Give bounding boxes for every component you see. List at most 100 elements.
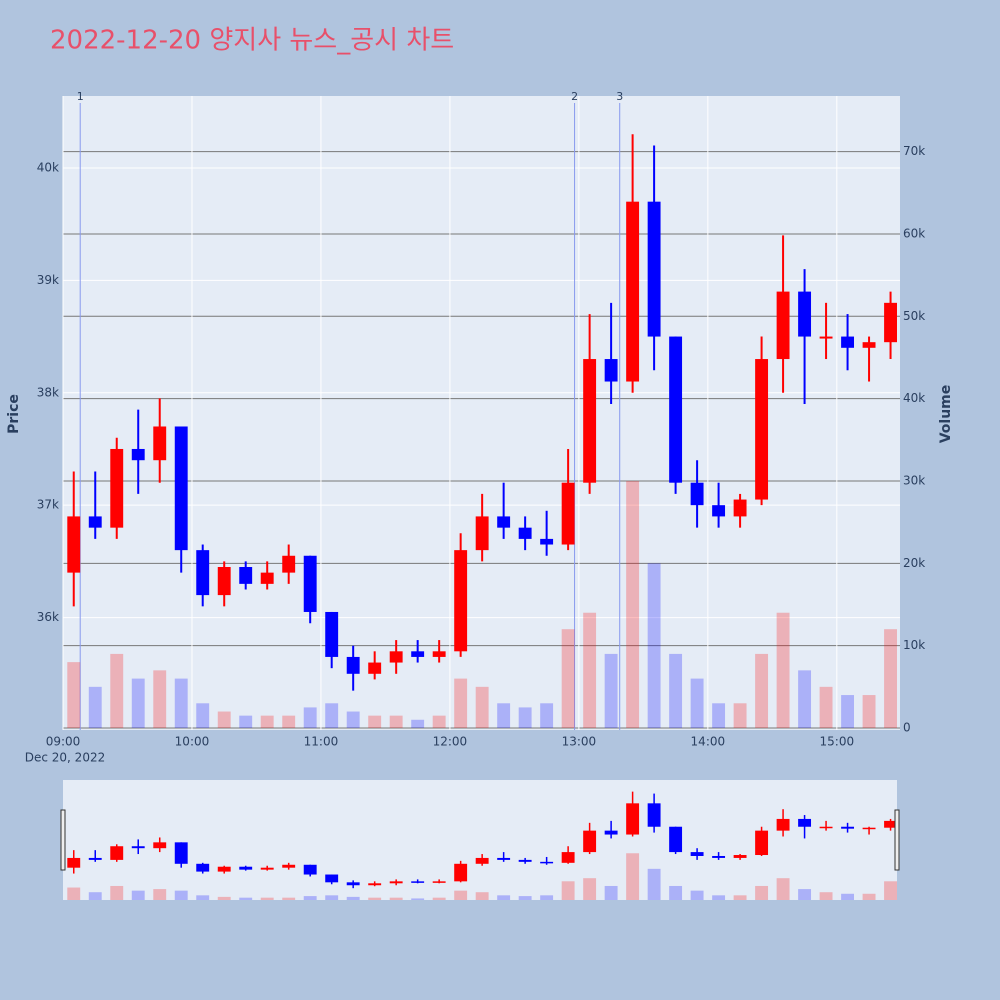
candle-body <box>561 482 575 545</box>
slider-volume <box>110 885 124 900</box>
candle-body <box>647 201 661 337</box>
volume-bar <box>432 715 446 728</box>
volume-bar <box>884 629 897 728</box>
volume-bar <box>712 703 726 728</box>
volume-bar <box>153 670 167 728</box>
slider-volume <box>282 897 296 900</box>
slider-volume <box>454 890 468 900</box>
slider-body <box>368 883 382 886</box>
volume-bar <box>518 707 532 728</box>
candle-body <box>475 516 489 551</box>
candle-body <box>626 201 640 382</box>
volume-bar <box>411 719 425 728</box>
slider-body <box>862 827 876 830</box>
volume-bar <box>239 715 253 728</box>
slider-body <box>260 867 274 870</box>
volume-bar <box>626 480 640 728</box>
slider-handle[interactable] <box>60 809 66 871</box>
slider-body <box>884 820 897 828</box>
candle-body <box>583 359 597 483</box>
candle-body <box>282 555 296 573</box>
slider-body <box>432 881 446 883</box>
candle-body <box>239 567 253 584</box>
volume-bar <box>196 703 210 728</box>
y2-tick-label: 0 <box>903 721 911 735</box>
y-tick-label: 37k <box>37 498 59 512</box>
slider-volume <box>475 892 489 900</box>
volume-bar <box>389 715 403 728</box>
candle-body <box>368 662 382 674</box>
range-slider[interactable] <box>63 780 897 900</box>
slider-body <box>755 830 769 856</box>
candle-body <box>755 359 769 500</box>
volume-bar <box>174 678 188 728</box>
chart-title: 2022-12-20 양지사 뉴스_공시 차트 <box>50 26 454 56</box>
slider-body <box>690 852 704 856</box>
candle-body <box>497 516 511 528</box>
candle-body <box>669 336 683 483</box>
y-tick-label: 36k <box>37 610 59 624</box>
candle-body <box>518 527 532 539</box>
volume-bar <box>862 695 876 728</box>
x-tick-label: 10:00 <box>175 735 210 749</box>
slider-volume <box>819 892 833 900</box>
volume-bar <box>475 686 489 728</box>
slider-volume <box>712 895 726 900</box>
slider-volume <box>411 898 425 900</box>
candle-body <box>389 651 403 663</box>
slider-body <box>626 803 640 835</box>
slider-volume <box>260 897 274 900</box>
volume-bar <box>647 563 661 728</box>
slider-volume <box>131 890 145 900</box>
slider-volume <box>325 895 339 900</box>
slider-body <box>303 864 317 875</box>
slider-body <box>583 830 597 853</box>
x-tick-label: 12:00 <box>433 735 468 749</box>
candle-body <box>712 505 726 517</box>
candle-body <box>67 516 81 573</box>
volume-bar <box>669 653 683 728</box>
volume-bar <box>540 703 554 728</box>
x-tick-label: 09:00 <box>46 735 81 749</box>
annotation-label: 3 <box>616 90 623 103</box>
slider-body <box>518 859 532 862</box>
slider-volume <box>174 890 188 900</box>
slider-volume <box>389 897 403 900</box>
volume-bar <box>604 653 618 728</box>
candle-body <box>862 342 876 348</box>
slider-body <box>389 881 403 884</box>
volume-bar <box>217 711 231 728</box>
slider-volume <box>862 893 876 900</box>
volume-bar <box>733 703 747 728</box>
slider-body <box>67 857 81 868</box>
volume-bar <box>454 678 468 728</box>
slider-volume <box>518 896 532 900</box>
slider-volume <box>755 885 769 900</box>
candle-body <box>798 291 812 337</box>
slider-body <box>647 803 661 827</box>
slider-volume <box>67 887 81 900</box>
volume-bar <box>110 653 124 728</box>
volume-bar <box>690 678 704 728</box>
slider-volume <box>841 893 855 900</box>
candle-body <box>841 336 855 348</box>
candle-body <box>776 291 790 360</box>
volume-bar <box>776 612 790 728</box>
y-axis-label: Price <box>6 394 22 434</box>
candle-body <box>819 336 833 339</box>
candle-body <box>217 567 231 596</box>
slider-body <box>411 881 425 883</box>
slider-volume <box>432 897 446 900</box>
y2-tick-label: 50k <box>903 309 925 323</box>
slider-body <box>540 861 554 864</box>
x-tick-label: 15:00 <box>820 735 855 749</box>
volume-bar <box>67 662 81 728</box>
candle-body <box>260 572 274 584</box>
slider-volume <box>776 878 790 900</box>
slider-body <box>841 826 855 829</box>
annotation-label: 2 <box>571 90 578 103</box>
slider-handle[interactable] <box>894 809 900 871</box>
volume-bar <box>282 715 296 728</box>
y2-tick-label: 20k <box>903 556 925 570</box>
slider-body <box>282 864 296 868</box>
